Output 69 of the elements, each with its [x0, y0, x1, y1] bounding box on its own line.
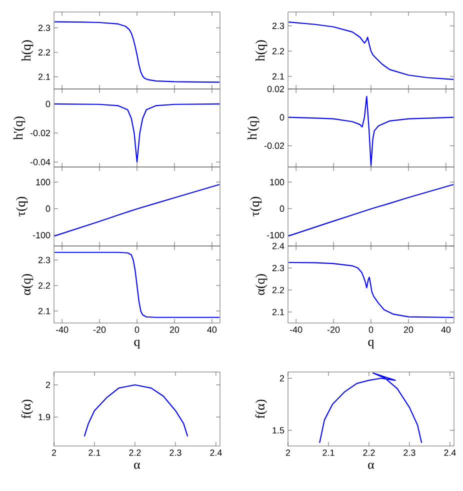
y-tick-label: 0 [280, 114, 284, 121]
y-tick-label: 2.2 [38, 282, 50, 289]
x-tick-label: 40 [207, 326, 217, 333]
y-tick-label: 2.1 [272, 73, 284, 80]
x-axis-title: α [368, 462, 374, 469]
y-tick-label: 2.2 [38, 49, 50, 56]
x-tick-label: -20 [93, 326, 106, 333]
x-tick-label: 2.3 [404, 450, 416, 456]
y-tick-label: 2.1 [38, 308, 50, 314]
y-tick-label: 2 [46, 382, 50, 388]
y-tick-label: 2.2 [272, 48, 284, 54]
x-axis-title: α [134, 462, 140, 469]
y-tick-label: 0 [280, 205, 284, 212]
line-series [319, 372, 422, 444]
x-axis-title: q [368, 340, 374, 349]
y-axis-title: τ(q) [16, 196, 28, 216]
line-series [288, 22, 454, 80]
x-tick-label: 40 [441, 326, 451, 333]
x-tick-label: 2 [286, 450, 290, 456]
y-axis-title: α(q) [21, 274, 34, 295]
x-tick-label: 2.1 [322, 450, 334, 456]
y-axis-title: h'(q) [13, 116, 26, 140]
y-tick-label: 0.02 [267, 86, 284, 92]
y-axis-title: f(α) [255, 400, 268, 418]
x-tick-label: -40 [290, 326, 302, 333]
y-tick-label: -0.04 [30, 158, 50, 166]
x-tick-label: 2.1 [88, 450, 100, 456]
y-tick-label: 0 [46, 100, 50, 108]
y-tick-label: 2.3 [272, 22, 284, 30]
x-tick-label: -40 [56, 326, 68, 333]
y-tick-label: -100 [32, 232, 50, 238]
y-tick-label: 2.3 [272, 264, 284, 272]
y-tick-label: 1.9 [38, 414, 50, 420]
x-axis-title: q [134, 340, 140, 349]
y-tick-label: -0.02 [30, 130, 50, 136]
y-tick-label: 2.3 [38, 256, 50, 264]
y-tick-label: 2.3 [38, 24, 50, 32]
y-axis-title: τ(q) [250, 196, 262, 216]
y-tick-label: 2.1 [272, 308, 284, 316]
x-tick-label: -20 [327, 326, 340, 333]
line-series [84, 384, 188, 437]
x-tick-label: 2.2 [363, 450, 375, 456]
x-tick-label: 0 [134, 326, 140, 333]
y-tick-label: 100 [270, 178, 284, 186]
y-tick-label: 2.4 [272, 242, 284, 250]
line-series [288, 96, 454, 166]
y-tick-label: 0 [46, 205, 50, 212]
line-series [288, 262, 454, 318]
x-tick-label: 2 [52, 450, 56, 456]
x-tick-label: 2.2 [129, 450, 141, 456]
x-tick-label: 2.4 [210, 450, 222, 456]
y-tick-label: 1.5 [272, 427, 284, 434]
x-tick-label: 20 [170, 326, 180, 333]
y-axis-title: f(α) [21, 400, 34, 418]
y-axis-title: h'(q) [247, 116, 260, 140]
y-tick-label: 100 [36, 178, 50, 186]
x-tick-label: 0 [368, 326, 374, 333]
y-axis-title: α(q) [255, 274, 268, 295]
y-tick-label: -100 [266, 232, 284, 238]
x-tick-label: 2.4 [444, 450, 456, 456]
y-tick-label: 2 [280, 375, 284, 382]
y-axis-title: h(q) [255, 40, 268, 62]
x-tick-label: 20 [404, 326, 414, 333]
y-axis-title: h(q) [21, 40, 34, 62]
y-tick-label: 2.2 [272, 286, 284, 294]
y-tick-label: -0.02 [264, 142, 284, 149]
y-tick-label: 2.1 [38, 74, 50, 80]
x-tick-label: 2.3 [170, 450, 182, 456]
line-series [54, 21, 220, 83]
